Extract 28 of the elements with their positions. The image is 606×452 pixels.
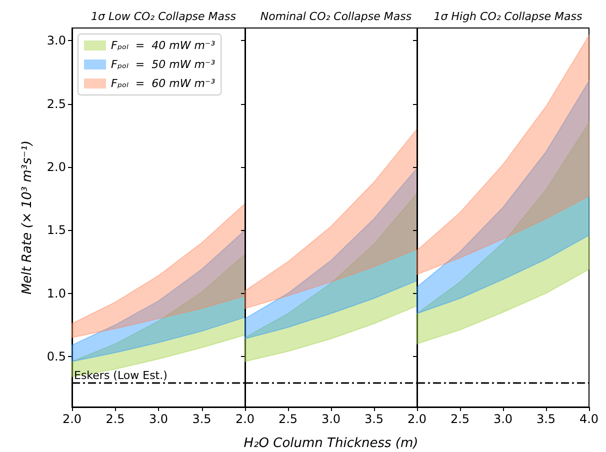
y-tick-label: 2.0	[46, 160, 66, 174]
y-axis-title: Melt Rate (× 10³ m³s⁻¹)	[20, 140, 35, 295]
x-tick-label: 3.0	[321, 412, 341, 426]
x-axis-title: H₂O Column Thickness (m)	[244, 436, 418, 451]
x-tick-label: 2.5	[106, 412, 125, 426]
legend-label: Fₚₒₗ = 40 mW m⁻³	[111, 39, 216, 52]
legend-label: Fₚₒₗ = 60 mW m⁻³	[111, 77, 216, 90]
y-tick-label: 0.5	[46, 349, 66, 364]
x-tick-label: 3.0	[493, 412, 513, 426]
y-tick-label: 3.0	[46, 34, 66, 48]
x-tick-label: 3.5	[536, 412, 556, 426]
x-tick-label: 2.0	[62, 412, 82, 426]
chart-title: Nominal CO₂ Collapse Mass	[260, 10, 412, 23]
x-tick-label: 2.5	[450, 412, 470, 426]
chart-title: 1σ Low CO₂ Collapse Mass	[91, 10, 236, 23]
x-tick-label: 3.0	[148, 412, 168, 426]
x-tick-label: 4.0	[579, 412, 599, 426]
x-tick-label: 2.0	[235, 412, 255, 426]
y-tick-label: 2.5	[46, 96, 66, 111]
x-tick-label: 3.5	[364, 412, 384, 426]
x-tick-label: 2.5	[278, 412, 298, 426]
ref-line-label: Eskers (Low Est.)	[74, 368, 168, 382]
chart-title: 1σ High CO₂ Collapse Mass	[434, 10, 582, 23]
legend-label: Fₚₒₗ = 50 mW m⁻³	[111, 58, 216, 71]
x-tick-label: 2.0	[407, 412, 427, 426]
y-tick-label: 1.0	[46, 286, 66, 300]
y-tick-label: 1.5	[46, 223, 66, 238]
x-tick-label: 3.5	[192, 412, 212, 426]
